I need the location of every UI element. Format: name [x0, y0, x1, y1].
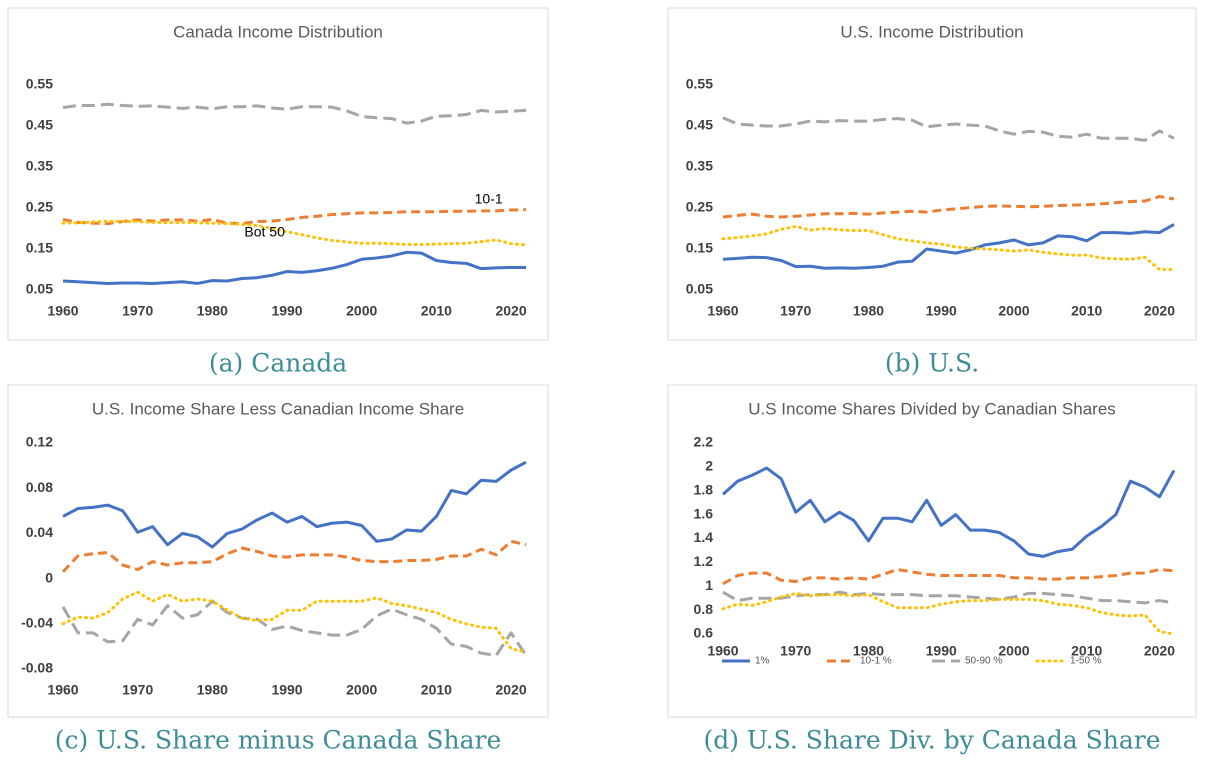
chart-title: Canada Income Distribution: [173, 22, 383, 41]
y-tick-label: -0.08: [21, 660, 53, 676]
y-tick-label: 0.6: [694, 625, 714, 641]
chart-frame: [667, 7, 1197, 341]
series-line: [61, 219, 528, 247]
series-line: [722, 195, 1175, 219]
caption: (d) U.S. Share Div. by Canada Share: [703, 726, 1160, 755]
y-tick-label: 0.35: [26, 158, 53, 174]
y-tick-label: 2: [705, 458, 713, 474]
x-tick-label: 1980: [197, 303, 228, 319]
y-tick-label: 0.45: [686, 117, 713, 133]
x-tick-label: 1990: [926, 643, 957, 659]
y-tick-label: 0.55: [686, 76, 713, 92]
x-tick-label: 2000: [346, 303, 377, 319]
y-tick-label: 0.04: [26, 524, 53, 540]
caption: (b) U.S.: [885, 349, 979, 378]
x-tick-label: 1990: [271, 303, 302, 319]
x-tick-label: 2000: [998, 303, 1029, 319]
caption: (a) Canada: [209, 349, 347, 378]
x-tick-label: 2020: [495, 682, 526, 698]
legend-label: 1-50 %: [1070, 656, 1102, 667]
x-tick-label: 2010: [1071, 303, 1102, 319]
x-tick-label: 1970: [122, 682, 153, 698]
series-line: [61, 539, 527, 573]
y-tick-label: 1: [705, 577, 713, 593]
y-tick-label: 0.08: [26, 479, 53, 495]
x-tick-label: 1960: [707, 643, 738, 659]
series-line: [62, 460, 527, 549]
y-tick-label: 0.05: [26, 281, 53, 297]
series-line: [721, 224, 1176, 271]
y-tick-label: 0: [45, 569, 53, 585]
x-tick-label: 1970: [780, 643, 811, 659]
series-line: [722, 590, 1175, 605]
x-tick-label: 1980: [853, 643, 884, 659]
y-tick-label: 0.45: [26, 117, 53, 133]
caption: (c) U.S. Share minus Canada Share: [55, 726, 502, 755]
x-tick-label: 1980: [197, 682, 228, 698]
x-tick-label: 1990: [271, 682, 302, 698]
x-tick-label: 1960: [47, 303, 78, 319]
series-line: [62, 208, 527, 226]
annotation: Bot 50: [244, 223, 285, 239]
y-tick-label: 0.15: [26, 240, 53, 256]
y-tick-label: 0.25: [26, 199, 53, 215]
y-tick-label: 0.12: [26, 434, 53, 450]
x-tick-label: 2020: [1144, 303, 1175, 319]
chart-title: U.S Income Shares Divided by Canadian Sh…: [748, 399, 1116, 418]
x-tick-label: 2020: [1144, 643, 1175, 659]
chart-title: U.S. Income Share Less Canadian Income S…: [92, 399, 464, 418]
chart-frame: [7, 384, 549, 718]
series-line: [722, 116, 1175, 142]
x-tick-label: 2010: [421, 682, 452, 698]
y-tick-label: 0.15: [686, 240, 713, 256]
x-tick-label: 1960: [47, 682, 78, 698]
y-tick-label: 1.4: [694, 529, 714, 545]
y-tick-label: 0.35: [686, 158, 713, 174]
x-tick-label: 2000: [346, 682, 377, 698]
x-tick-label: 1990: [926, 303, 957, 319]
y-tick-label: -0.04: [21, 615, 53, 631]
y-tick-label: 0.05: [686, 281, 713, 297]
series-line: [722, 223, 1175, 270]
legend-label: 1%: [755, 656, 770, 667]
x-tick-label: 1970: [122, 303, 153, 319]
y-tick-label: 0.8: [694, 601, 714, 617]
series-line: [61, 599, 528, 657]
series-line: [62, 102, 527, 125]
x-tick-label: 1960: [707, 303, 738, 319]
legend-label: 50-90 %: [965, 656, 1002, 667]
x-tick-label: 2020: [495, 303, 526, 319]
x-tick-label: 2010: [1071, 643, 1102, 659]
legend-label: 10-1 %: [860, 656, 892, 667]
series-line: [721, 591, 1176, 636]
y-tick-label: 0.25: [686, 199, 713, 215]
x-tick-label: 1970: [780, 303, 811, 319]
chart-title: U.S. Income Distribution: [840, 22, 1023, 41]
y-tick-label: 1.6: [694, 505, 714, 521]
x-tick-label: 2010: [421, 303, 452, 319]
series-line: [721, 466, 1176, 558]
series-line: [61, 590, 528, 654]
x-tick-label: 2000: [998, 643, 1029, 659]
y-tick-label: 2.2: [694, 434, 714, 450]
annotation: 10-1: [475, 191, 503, 207]
chart-frame: [7, 7, 549, 341]
series-line: [62, 250, 526, 285]
y-tick-label: 1.8: [694, 481, 714, 497]
x-tick-label: 1980: [853, 303, 884, 319]
y-tick-label: 1.2: [694, 553, 714, 569]
y-tick-label: 0.55: [26, 76, 53, 92]
chart-frame: [667, 384, 1197, 718]
series-line: [722, 568, 1175, 586]
